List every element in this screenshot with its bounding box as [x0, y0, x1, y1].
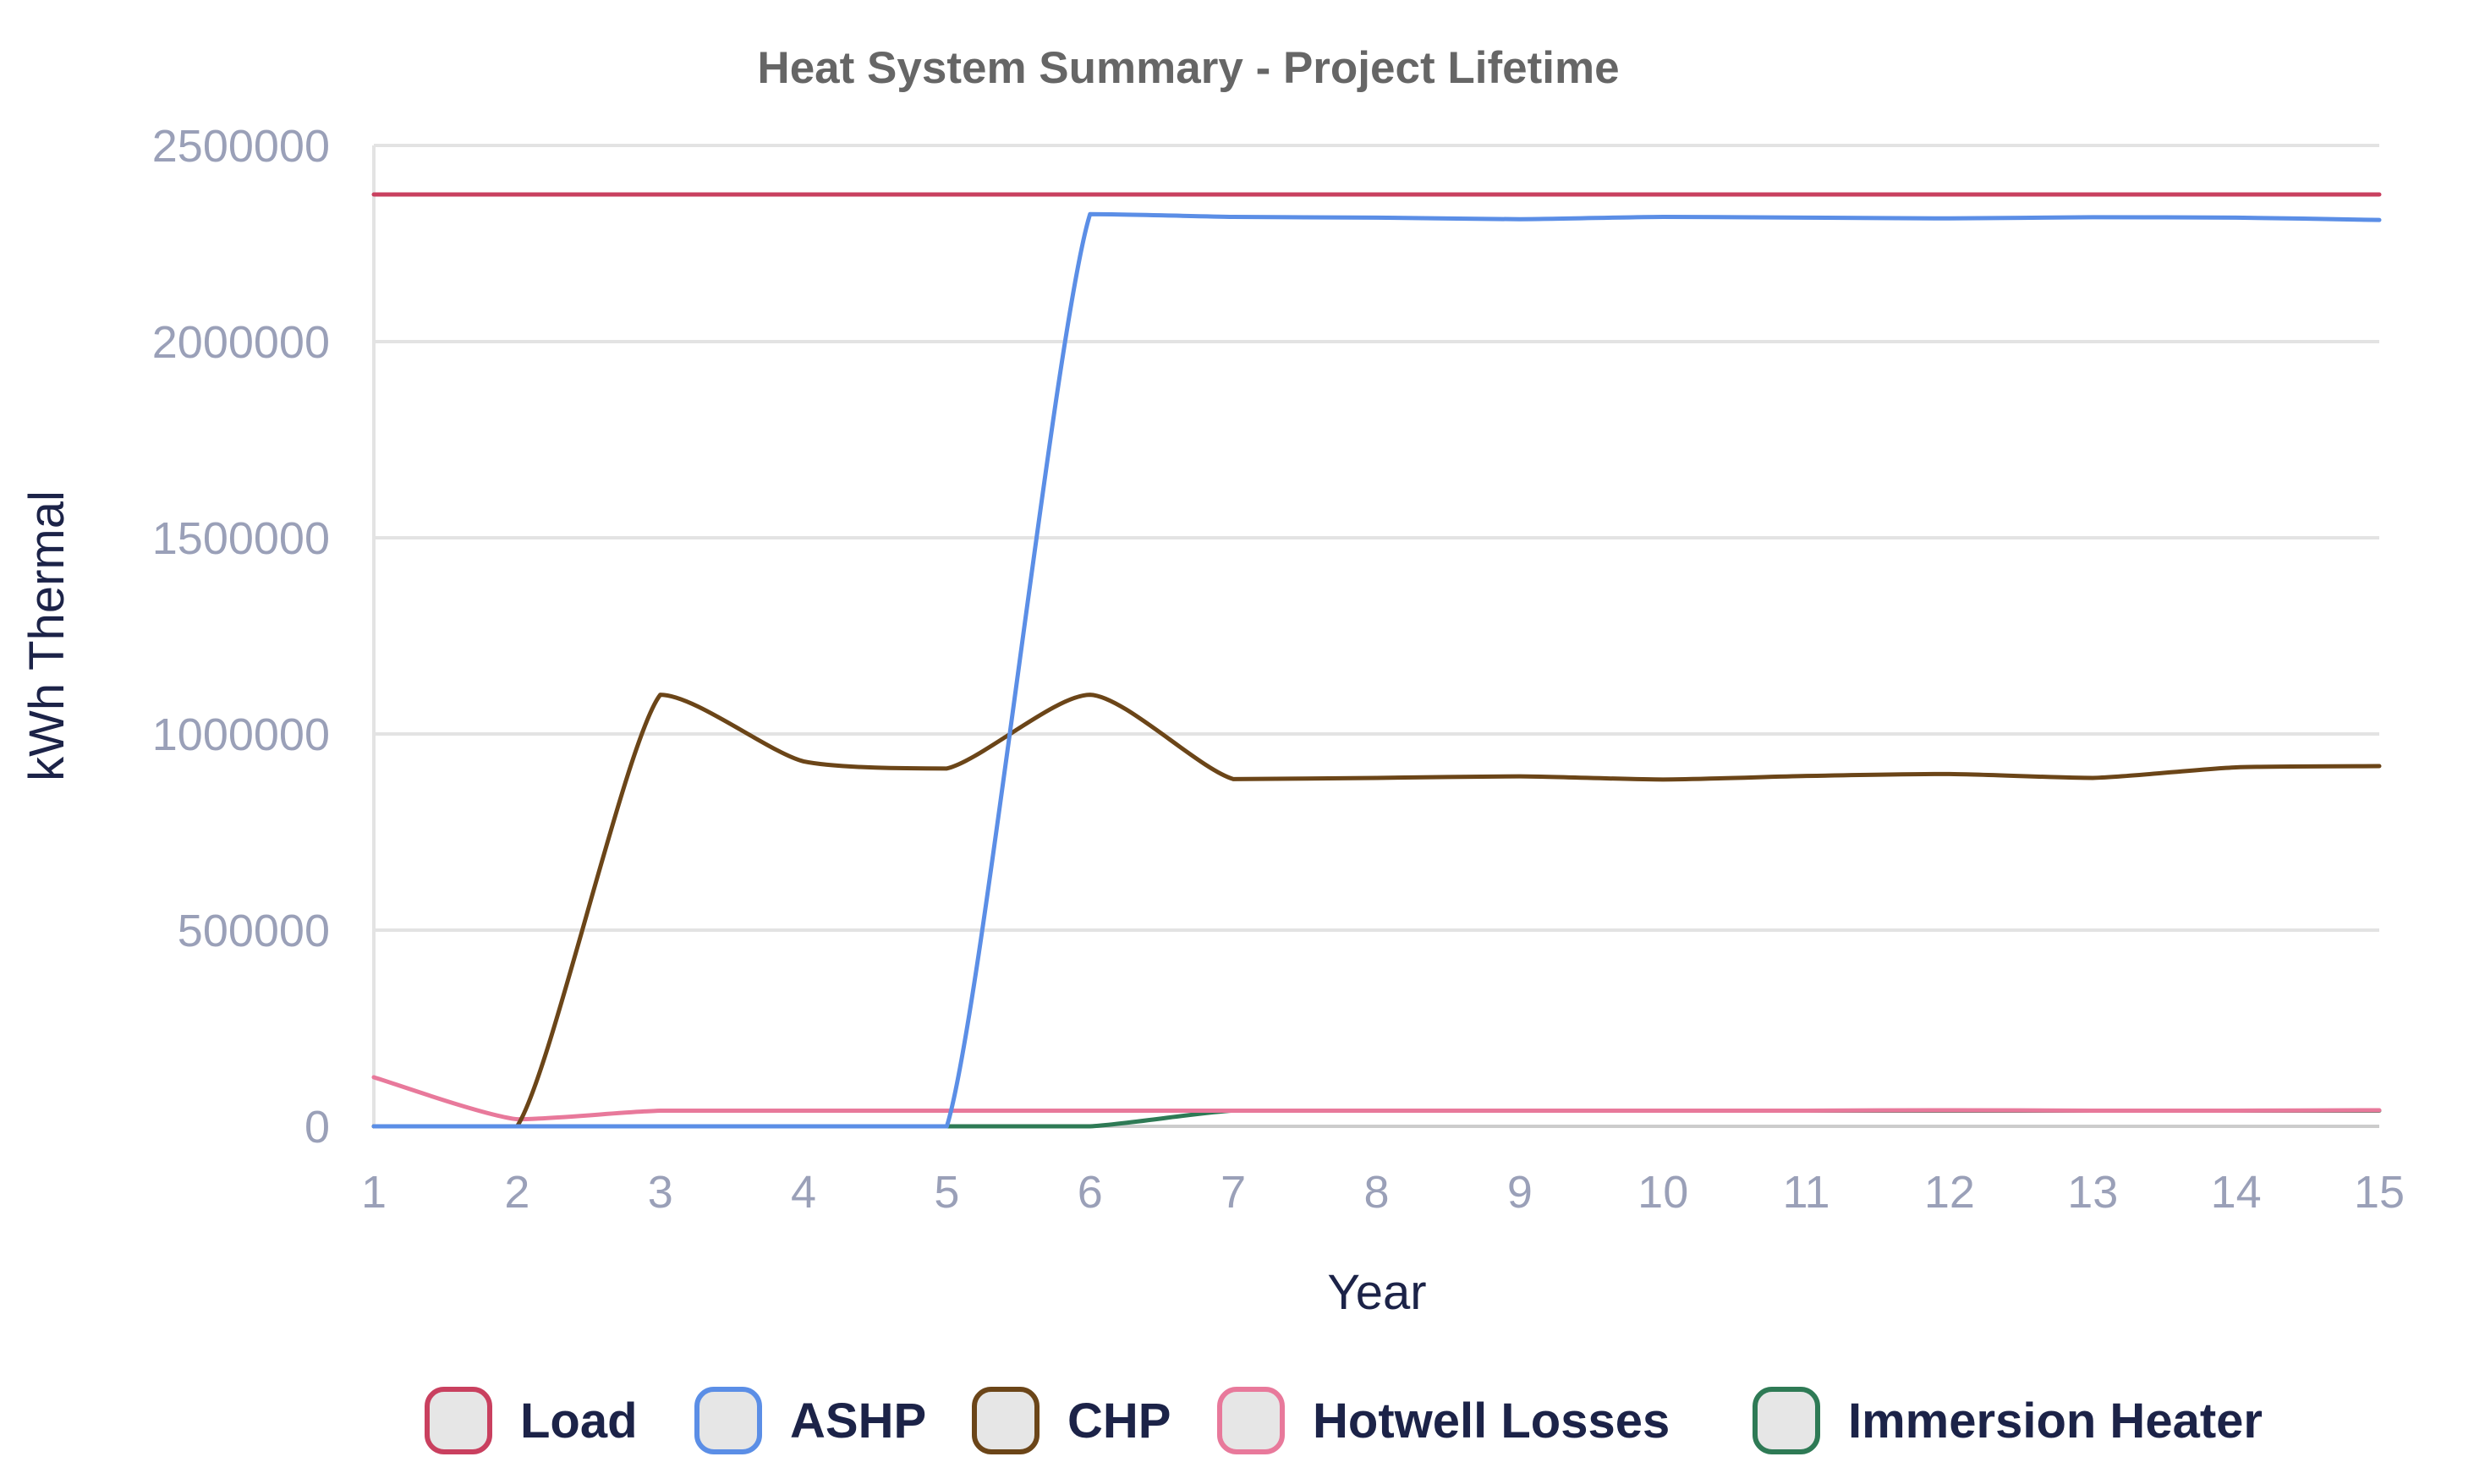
y-tick-label: 2000000	[152, 317, 330, 368]
x-tick-label: 12	[1924, 1167, 1975, 1218]
legend-label: Immersion Heater	[1848, 1394, 2263, 1448]
x-tick-label: 11	[1783, 1167, 1830, 1218]
series-line-chp	[371, 693, 2382, 1129]
x-axis-title: Year	[1327, 1265, 1426, 1320]
legend-swatch	[1217, 1387, 1285, 1454]
y-tick-label: 500000	[178, 906, 330, 956]
x-tick-label: 5	[934, 1167, 959, 1218]
legend-label: CHP	[1067, 1394, 1171, 1448]
x-tick-label: 13	[2067, 1167, 2118, 1218]
x-tick-label: 1	[361, 1167, 387, 1218]
legend-swatch	[972, 1387, 1040, 1454]
legend-label: Hotwell Losses	[1313, 1394, 1670, 1448]
x-tick-label: 14	[2211, 1167, 2262, 1218]
legend-swatch	[1753, 1387, 1820, 1454]
y-tick-label: 1000000	[152, 709, 330, 760]
x-tick-label: 15	[2354, 1167, 2405, 1218]
y-axis-ticks: 0 500000 1000000 1500000 2000000 2500000	[152, 121, 330, 1153]
legend: Load ASHP CHP Hotwell Losses Immersion Heate…	[425, 1387, 2263, 1454]
legend-swatch	[694, 1387, 762, 1454]
y-tick-label: 2500000	[152, 121, 330, 172]
series-line-ashp	[371, 211, 2382, 1129]
x-tick-label: 2	[504, 1167, 529, 1218]
chart-title: Heat System Summary - Project Lifetime	[757, 43, 1619, 93]
legend-item-immersion-heater[interactable]: Immersion Heater	[1753, 1387, 2263, 1454]
x-tick-label: 6	[1078, 1167, 1103, 1218]
x-tick-label: 4	[791, 1167, 816, 1218]
y-tick-label: 0	[304, 1102, 330, 1153]
x-axis-ticks: 1 2 3 4 5 6 7 8 9 10 11 12 13 14 15	[361, 1167, 2405, 1218]
series-lines	[371, 192, 2382, 1129]
legend-item-hotwell-losses[interactable]: Hotwell Losses	[1217, 1387, 1670, 1454]
legend-item-ashp[interactable]: ASHP	[694, 1387, 926, 1454]
x-tick-label: 7	[1221, 1167, 1246, 1218]
legend-item-load[interactable]: Load	[425, 1387, 638, 1454]
legend-swatch	[425, 1387, 492, 1454]
x-tick-label: 10	[1637, 1167, 1688, 1218]
x-tick-label: 8	[1363, 1167, 1389, 1218]
series-line-immersion-heater	[371, 1108, 2382, 1129]
series-line-hotwell-losses	[371, 1075, 2382, 1122]
x-tick-label: 9	[1507, 1167, 1533, 1218]
gridlines	[372, 144, 2379, 1128]
x-tick-label: 3	[648, 1167, 673, 1218]
y-tick-label: 1500000	[152, 513, 330, 564]
y-axis-title: kWh Thermal	[19, 490, 74, 781]
legend-item-chp[interactable]: CHP	[972, 1387, 1171, 1454]
legend-label: ASHP	[790, 1394, 926, 1448]
legend-label: Load	[520, 1394, 638, 1448]
